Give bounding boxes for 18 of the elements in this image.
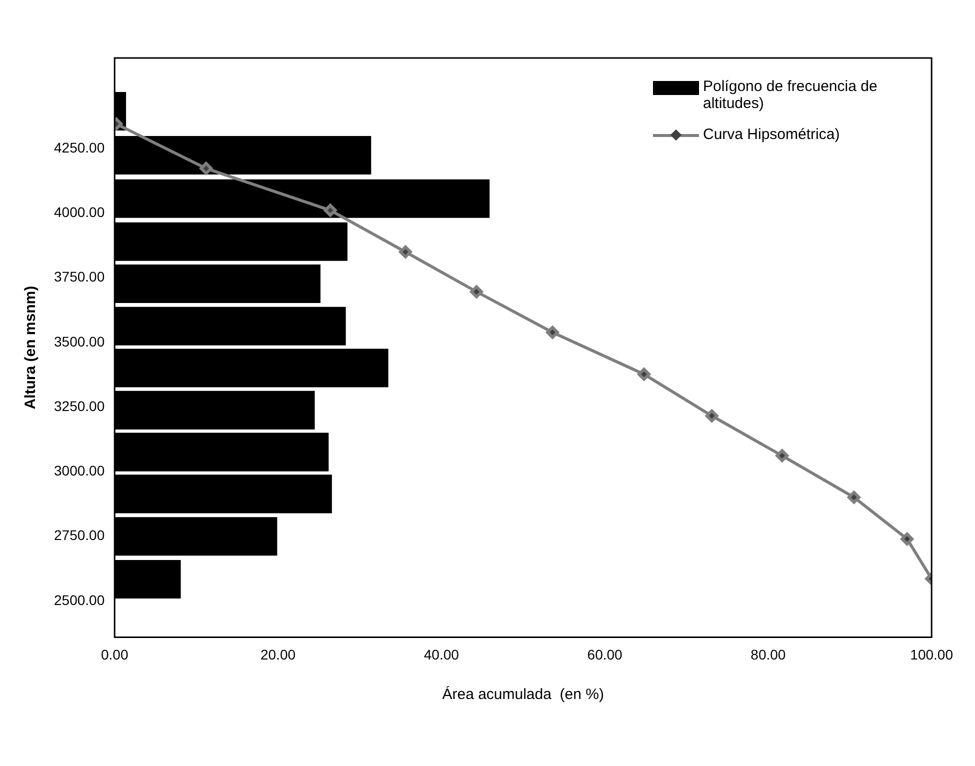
y-tick-label: 3000.00 [54,462,105,479]
x-axis-title: Área acumulada (en %) [442,685,604,704]
y-axis-title: Altura (en msnm) [22,286,40,410]
y-tick-label: 2500.00 [54,592,105,608]
legend-label: Curva Hipsométrica) [703,126,840,143]
legend-label: Polígono de frecuencia de altitudes) [703,78,878,112]
y-tick-label: 2750.00 [54,527,105,544]
y-tick-label: 3750.00 [54,268,105,285]
y-tick-label: 3500.00 [54,333,105,350]
y-tick-label: 4250.00 [54,139,105,156]
x-tick-label: 20.00 [260,646,296,662]
x-tick-label: 60.00 [587,646,623,662]
y-tick-label: 3250.00 [54,398,105,414]
x-tick-label: 40.00 [424,646,460,662]
x-tick-label: 100.00 [910,646,954,662]
y-tick-label: 4000.00 [54,204,105,220]
x-tick-label: 0.00 [100,646,128,662]
x-tick-label: 80.00 [750,646,786,662]
